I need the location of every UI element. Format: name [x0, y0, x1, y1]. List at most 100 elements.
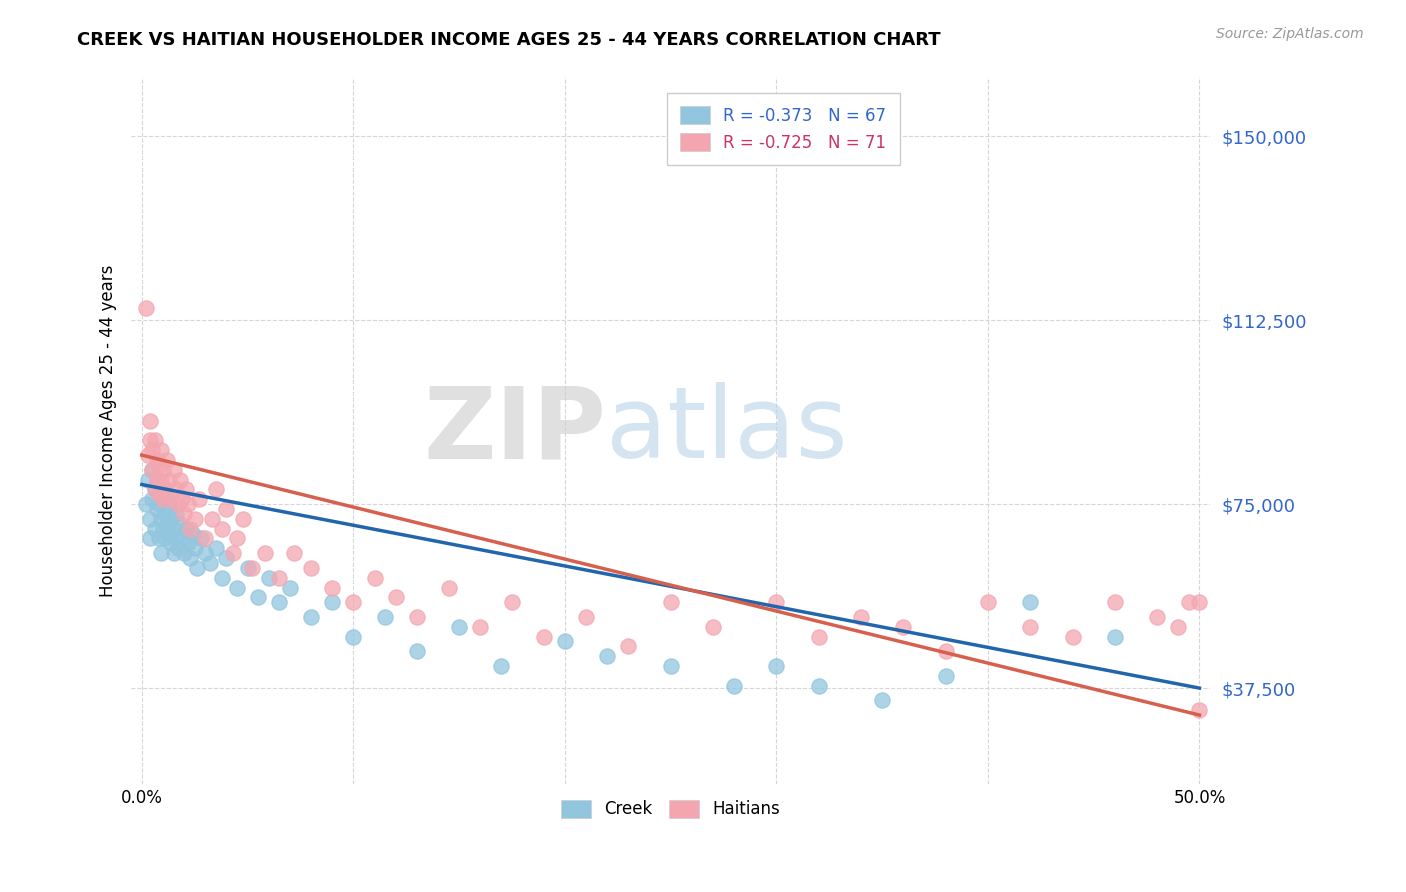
Point — [153, 507, 176, 521]
Point — [139, 414, 162, 428]
Point — [177, 536, 200, 550]
Point — [153, 483, 176, 497]
Point — [148, 487, 170, 501]
Point — [437, 581, 460, 595]
Point — [169, 473, 191, 487]
Point — [149, 473, 172, 487]
Point — [152, 492, 174, 507]
Point — [162, 463, 184, 477]
Text: CREEK VS HAITIAN HOUSEHOLDER INCOME AGES 25 - 44 YEARS CORRELATION CHART: CREEK VS HAITIAN HOUSEHOLDER INCOME AGES… — [77, 31, 941, 49]
Point — [174, 522, 197, 536]
Point — [765, 659, 787, 673]
Point — [166, 541, 188, 556]
Point — [187, 492, 209, 507]
Point — [283, 546, 305, 560]
Point — [179, 522, 201, 536]
Point — [232, 512, 254, 526]
Point — [659, 659, 682, 673]
Point — [170, 492, 193, 507]
Text: Source: ZipAtlas.com: Source: ZipAtlas.com — [1216, 27, 1364, 41]
Point — [1062, 630, 1084, 644]
Text: atlas: atlas — [606, 382, 848, 479]
Point — [596, 649, 619, 664]
Point — [470, 620, 492, 634]
Point — [143, 483, 166, 497]
Point — [183, 541, 205, 556]
Point — [149, 546, 172, 560]
Point — [145, 473, 167, 487]
Point — [156, 516, 179, 531]
Point — [157, 473, 180, 487]
Point — [148, 458, 170, 472]
Point — [1019, 595, 1042, 609]
Point — [723, 679, 745, 693]
Point — [211, 522, 233, 536]
Point — [136, 448, 159, 462]
Point — [194, 546, 217, 560]
Point — [384, 591, 406, 605]
Point — [201, 512, 224, 526]
Point — [807, 630, 830, 644]
Point — [617, 640, 640, 654]
Point — [205, 541, 228, 556]
Point — [1167, 620, 1189, 634]
Point — [891, 620, 914, 634]
Point — [491, 659, 513, 673]
Point — [253, 546, 276, 560]
Point — [173, 507, 195, 521]
Point — [145, 473, 167, 487]
Point — [215, 502, 238, 516]
Point — [198, 556, 221, 570]
Point — [1104, 595, 1126, 609]
Point — [702, 620, 724, 634]
Point — [765, 595, 787, 609]
Point — [977, 595, 1000, 609]
Point — [139, 512, 162, 526]
Point — [141, 463, 163, 477]
Point — [659, 595, 682, 609]
Point — [183, 512, 205, 526]
Point — [849, 610, 872, 624]
Point — [533, 630, 555, 644]
Point — [170, 532, 193, 546]
Point — [145, 453, 167, 467]
Point — [299, 610, 322, 624]
Point — [160, 492, 183, 507]
Y-axis label: Householder Income Ages 25 - 44 years: Householder Income Ages 25 - 44 years — [100, 264, 117, 597]
Point — [405, 644, 427, 658]
Point — [135, 497, 157, 511]
Point — [278, 581, 301, 595]
Point — [342, 630, 364, 644]
Point — [160, 512, 183, 526]
Point — [165, 507, 187, 521]
Point — [554, 634, 576, 648]
Point — [215, 551, 238, 566]
Point — [160, 536, 183, 550]
Point — [139, 434, 162, 448]
Point — [143, 483, 166, 497]
Point — [152, 483, 174, 497]
Point — [156, 453, 179, 467]
Point — [149, 512, 172, 526]
Point — [190, 532, 212, 546]
Point — [1019, 620, 1042, 634]
Point — [149, 443, 172, 458]
Point — [222, 546, 245, 560]
Point — [374, 610, 396, 624]
Point — [575, 610, 598, 624]
Point — [141, 463, 163, 477]
Point — [405, 610, 427, 624]
Point — [148, 497, 170, 511]
Point — [211, 571, 233, 585]
Point — [141, 492, 163, 507]
Point — [807, 679, 830, 693]
Point — [236, 561, 259, 575]
Point — [174, 483, 197, 497]
Point — [935, 644, 957, 658]
Point — [240, 561, 263, 575]
Point — [299, 561, 322, 575]
Point — [1178, 595, 1201, 609]
Point — [257, 571, 280, 585]
Point — [152, 522, 174, 536]
Point — [186, 561, 208, 575]
